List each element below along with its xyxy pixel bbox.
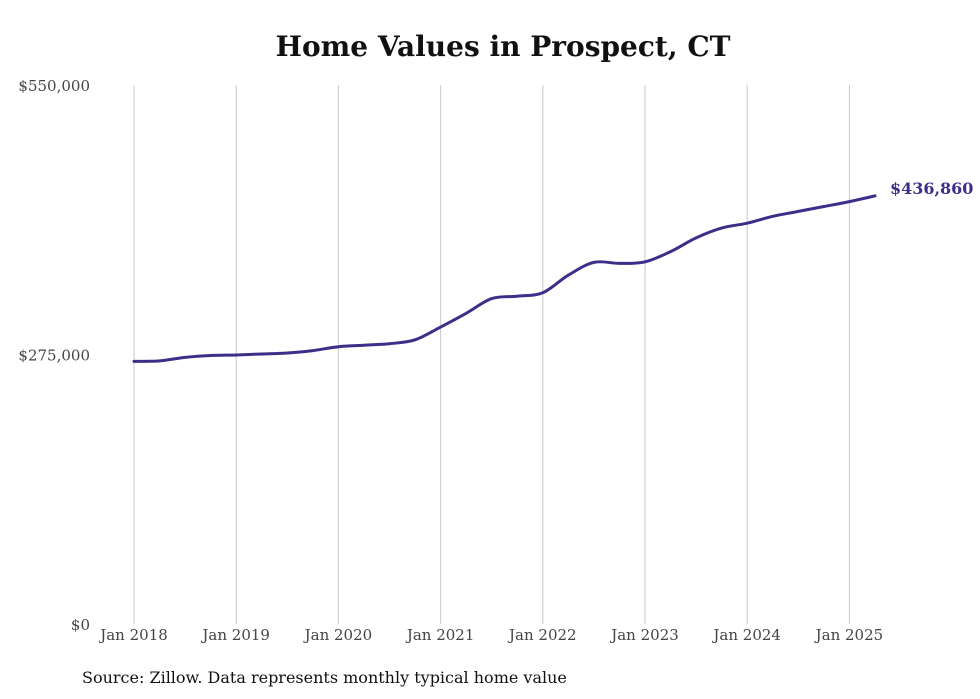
- x-tick-label: Jan 2025: [814, 626, 884, 644]
- y-tick-label: $275,000: [18, 347, 90, 365]
- series-line: [132, 194, 877, 363]
- source-note: Source: Zillow. Data represents monthly …: [82, 668, 567, 687]
- y-tick-label: $0: [71, 616, 90, 634]
- x-tick-label: Jan 2024: [711, 626, 781, 644]
- x-tick-label: Jan 2023: [609, 626, 679, 644]
- chart-title: Home Values in Prospect, CT: [275, 30, 731, 63]
- x-tick-label: Jan 2020: [303, 626, 373, 644]
- series-group: [132, 194, 877, 363]
- y-axis: $550,000 $275,000 $0: [18, 77, 90, 634]
- y-tick-label: $550,000: [18, 77, 90, 95]
- x-tick-label: Jan 2019: [200, 626, 270, 644]
- end-label-group: $436,860: [890, 179, 974, 198]
- x-tick-label: Jan 2021: [405, 626, 475, 644]
- x-axis: Jan 2018 Jan 2019 Jan 2020 Jan 2021 Jan 2022…: [98, 626, 883, 644]
- x-tick-label: Jan 2022: [507, 626, 577, 644]
- end-value-label: $436,860: [890, 179, 974, 198]
- x-tick-label: Jan 2018: [98, 626, 168, 644]
